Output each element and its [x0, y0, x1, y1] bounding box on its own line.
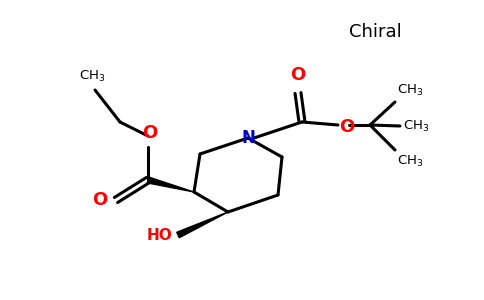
Text: Chiral: Chiral — [348, 23, 401, 41]
Text: O: O — [290, 66, 305, 84]
Text: CH$_3$: CH$_3$ — [79, 69, 105, 84]
Polygon shape — [177, 212, 228, 238]
Text: O: O — [142, 124, 158, 142]
Text: CH$_3$: CH$_3$ — [397, 83, 424, 98]
Polygon shape — [147, 177, 194, 192]
Text: N: N — [241, 129, 255, 147]
Text: O: O — [92, 191, 107, 209]
Text: CH$_3$: CH$_3$ — [403, 118, 429, 134]
Text: CH$_3$: CH$_3$ — [397, 154, 424, 169]
Text: O: O — [339, 118, 354, 136]
Text: HO: HO — [146, 227, 172, 242]
